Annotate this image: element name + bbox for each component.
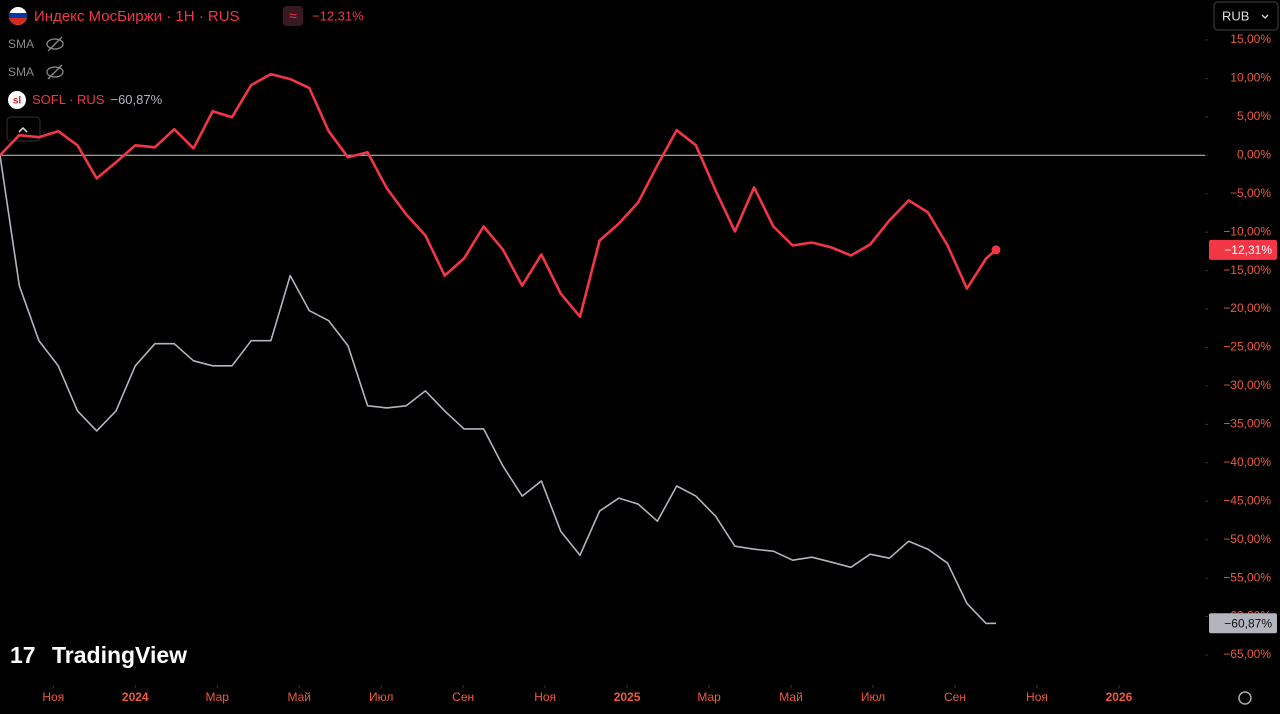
y-tick-label: 5,00%: [1237, 109, 1271, 123]
compare-button[interactable]: [283, 6, 303, 26]
watermark-logo: 17: [10, 642, 36, 668]
y-tick-label: −25,00%: [1223, 340, 1271, 354]
legend-name: SOFL · RUS: [32, 92, 105, 107]
watermark: TradingView: [52, 642, 187, 668]
series-line: [0, 72, 997, 318]
y-tick-label: −55,00%: [1223, 570, 1271, 584]
y-tick-label: −20,00%: [1223, 301, 1271, 315]
x-tick-label: Мар: [697, 690, 721, 704]
x-tick-label: Ноя: [42, 690, 64, 704]
x-tick-label: Июл: [861, 690, 885, 704]
y-tick-label: −35,00%: [1223, 417, 1271, 431]
collapse-icon: [18, 126, 28, 133]
series-line: [0, 155, 997, 625]
price-label: −12,31%: [1224, 243, 1272, 257]
price-label: −60,87%: [1224, 616, 1272, 630]
y-tick-label: −50,00%: [1223, 532, 1271, 546]
y-tick-label: −10,00%: [1223, 224, 1271, 238]
x-tick-label: Май: [287, 690, 311, 704]
legend-value: −12,31%: [312, 8, 364, 23]
indicator-label[interactable]: SMA: [8, 65, 34, 79]
flag-icon-red: [9, 16, 27, 25]
legend-series: SOFL · RUS −60,87%: [32, 92, 163, 107]
y-tick-label: −30,00%: [1223, 378, 1271, 392]
y-tick-label: −15,00%: [1223, 263, 1271, 277]
indicator-label[interactable]: SMA: [8, 37, 34, 51]
price-label-box: [1209, 613, 1277, 634]
currency-select[interactable]: [1213, 1, 1279, 31]
dropdown-icon: [1261, 14, 1269, 19]
y-tick-label: 10,00%: [1230, 71, 1271, 85]
last-point: [991, 245, 1001, 255]
x-tick-label: Мар: [205, 690, 229, 704]
x-tick-label: Июл: [369, 690, 393, 704]
sofl-icon: [8, 91, 26, 109]
x-tick-label: Ноя: [1026, 690, 1048, 704]
flag-icon-blue: [9, 13, 27, 18]
y-tick-label: 15,00%: [1230, 32, 1271, 46]
x-tick-label: 2024: [122, 690, 149, 704]
y-tick-label: −40,00%: [1223, 455, 1271, 469]
y-tick-label: 0,00%: [1237, 147, 1271, 161]
y-tick-label: −45,00%: [1223, 493, 1271, 507]
x-tick-label: Сен: [944, 690, 966, 704]
price-label-box: [1209, 239, 1277, 260]
y-tick-label: −65,00%: [1223, 647, 1271, 661]
hidden-icons: [46, 36, 64, 80]
x-tick-label: Ноя: [534, 690, 556, 704]
x-tick-label: Май: [779, 690, 803, 704]
legend-value: −60,87%: [110, 92, 162, 107]
x-tick-label: Сен: [452, 690, 474, 704]
settings-icon[interactable]: [1238, 691, 1252, 705]
x-tick-label: 2026: [1106, 690, 1133, 704]
y-tick-label: −5,00%: [1230, 186, 1271, 200]
sofl-icon-text: sl: [13, 96, 22, 107]
compare-icon[interactable]: ≈: [289, 8, 297, 24]
x-tick-label: 2025: [614, 690, 641, 704]
chart-title: Индекс МосБиржи · 1H · RUS: [34, 8, 240, 25]
currency-label[interactable]: RUB: [1222, 8, 1249, 23]
